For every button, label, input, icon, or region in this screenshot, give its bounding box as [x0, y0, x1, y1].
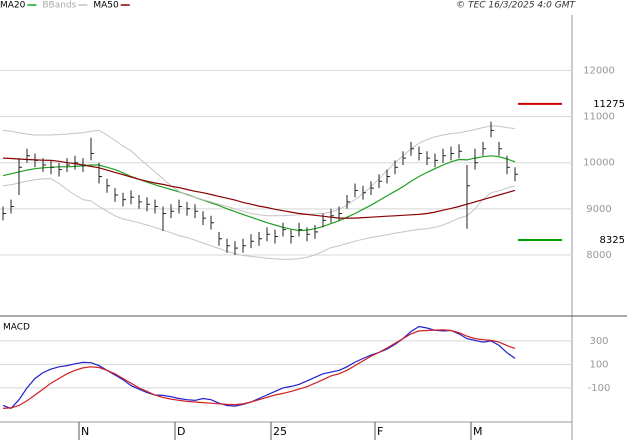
price-bar [458, 144, 462, 159]
price-bar [514, 167, 518, 182]
moving-average [2, 157, 516, 219]
price-bar [298, 222, 302, 237]
price-bar [322, 213, 326, 228]
price-bar [394, 160, 398, 175]
price-bar [402, 151, 406, 165]
price-bar [450, 146, 454, 161]
x-tick-label: D [177, 425, 185, 438]
macd-line [2, 325, 516, 410]
price-bar [354, 183, 358, 198]
price-bar [370, 181, 374, 195]
price-bar [74, 155, 78, 170]
price-bar [138, 195, 142, 209]
watermark: © TEC 16/3/2025 4:0 GMT [456, 1, 576, 11]
price-bar [82, 158, 86, 172]
panel-title: MACD [3, 323, 30, 333]
price-bar [474, 148, 478, 170]
price-bar [466, 165, 470, 229]
y-tick-label: 12000 [583, 65, 615, 76]
y-tick-label: 300 [589, 336, 608, 347]
x-tick-label: 25 [273, 425, 287, 438]
legend-label: MA50 [93, 1, 119, 11]
y-tick-label: -100 [588, 383, 611, 394]
price-bar [18, 158, 22, 195]
price-bar [266, 227, 270, 242]
price-bar [346, 195, 350, 209]
price-bar [314, 225, 318, 239]
price-bar [66, 158, 70, 172]
price-bar [442, 148, 446, 163]
price-bar [290, 229, 294, 244]
y-tick-label: 11000 [583, 112, 615, 123]
level-label: 11275 [593, 99, 625, 110]
price-bar [378, 174, 382, 189]
price-bar [210, 215, 214, 230]
bollinger-upper [2, 125, 516, 217]
price-bar [130, 190, 134, 205]
y-tick-label: 100 [589, 359, 608, 370]
price-bar [362, 185, 366, 200]
price-bar [482, 141, 486, 156]
price-bar [282, 222, 286, 237]
moving-average [2, 155, 516, 232]
price-bar [218, 231, 222, 246]
x-tick-label: F [377, 425, 383, 438]
price-bar [178, 199, 182, 214]
price-bar [58, 162, 62, 177]
legend-label: MA20 [0, 1, 26, 11]
price-bar [42, 158, 46, 172]
price-bar [274, 229, 278, 244]
price-bar [202, 211, 206, 225]
price-bar [434, 153, 438, 168]
price-bar [162, 206, 166, 231]
bollinger-lower [2, 178, 516, 260]
price-bar [114, 188, 118, 202]
level-label: 8325 [600, 235, 625, 246]
price-bar [226, 238, 230, 253]
price-bar [338, 206, 342, 221]
legend-label: BBands [42, 1, 76, 11]
price-bar [234, 241, 238, 255]
price-bar [186, 201, 190, 216]
price-bar [498, 141, 502, 156]
price-bar [330, 208, 334, 223]
price-bar [10, 199, 14, 214]
price-bar [34, 153, 38, 168]
price-bar [170, 204, 174, 219]
price-bar [146, 197, 150, 212]
x-tick-label: M [473, 425, 483, 438]
price-bar [90, 137, 94, 161]
price-bar [426, 151, 430, 165]
macd-line [2, 329, 516, 409]
price-bar [26, 148, 30, 163]
price-bar [490, 121, 494, 138]
price-bar [386, 169, 390, 184]
price-bar [154, 199, 158, 214]
price-bar [106, 178, 110, 193]
price-bar [506, 155, 510, 175]
x-tick-label: N [81, 425, 89, 438]
price-bar [242, 238, 246, 253]
price-bar [2, 206, 6, 221]
price-bar [250, 234, 254, 249]
price-bar [258, 231, 262, 246]
price-bar [122, 192, 126, 207]
price-bar [410, 141, 414, 156]
y-tick-label: 10000 [583, 158, 615, 169]
y-tick-label: 9000 [586, 204, 611, 215]
price-bar [50, 160, 54, 175]
price-bar [98, 162, 102, 184]
price-bar [194, 204, 198, 219]
y-tick-label: 8000 [586, 250, 611, 261]
price-bar [418, 146, 422, 161]
price-bar [306, 227, 310, 242]
